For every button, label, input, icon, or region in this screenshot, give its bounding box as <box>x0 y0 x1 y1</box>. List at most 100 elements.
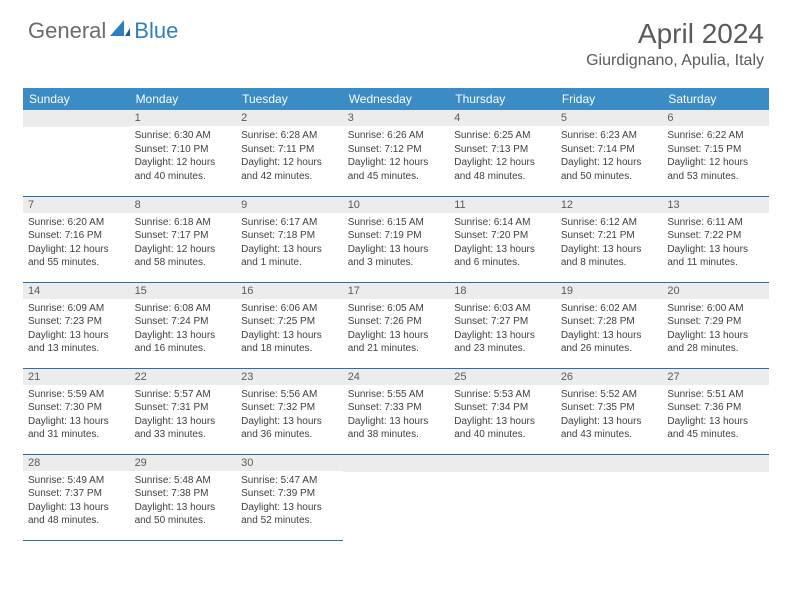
cell-line: Sunrise: 6:05 AM <box>348 302 445 316</box>
cell-body: Sunrise: 6:28 AMSunset: 7:11 PMDaylight:… <box>236 126 343 187</box>
cell-line: Daylight: 13 hours <box>135 415 232 429</box>
calendar-cell: 21Sunrise: 5:59 AMSunset: 7:30 PMDayligh… <box>23 368 130 454</box>
cell-body: Sunrise: 6:00 AMSunset: 7:29 PMDaylight:… <box>662 299 769 360</box>
calendar-head: SundayMondayTuesdayWednesdayThursdayFrid… <box>23 88 769 110</box>
day-header: Thursday <box>449 88 556 110</box>
calendar-body: 1Sunrise: 6:30 AMSunset: 7:10 PMDaylight… <box>23 110 769 540</box>
cell-line: Sunset: 7:39 PM <box>241 487 338 501</box>
cell-line: and 33 minutes. <box>135 428 232 442</box>
calendar-cell: 15Sunrise: 6:08 AMSunset: 7:24 PMDayligh… <box>130 282 237 368</box>
month-title: April 2024 <box>586 18 764 50</box>
logo-text-general: General <box>28 18 106 44</box>
day-number <box>23 110 130 127</box>
cell-line: Daylight: 13 hours <box>561 329 658 343</box>
calendar-cell: 30Sunrise: 5:47 AMSunset: 7:39 PMDayligh… <box>236 454 343 540</box>
cell-line: Sunrise: 6:06 AM <box>241 302 338 316</box>
cell-line: and 55 minutes. <box>28 256 125 270</box>
cell-line: Sunset: 7:17 PM <box>135 229 232 243</box>
cell-body: Sunrise: 6:17 AMSunset: 7:18 PMDaylight:… <box>236 213 343 274</box>
cell-body: Sunrise: 5:52 AMSunset: 7:35 PMDaylight:… <box>556 385 663 446</box>
day-number: 30 <box>236 455 343 471</box>
calendar-cell: 2Sunrise: 6:28 AMSunset: 7:11 PMDaylight… <box>236 110 343 196</box>
cell-body: Sunrise: 6:26 AMSunset: 7:12 PMDaylight:… <box>343 126 450 187</box>
day-number: 1 <box>130 110 237 126</box>
cell-line: Daylight: 13 hours <box>667 243 764 257</box>
cell-line: Sunrise: 5:56 AM <box>241 388 338 402</box>
logo-text-blue: Blue <box>134 18 178 44</box>
calendar-cell: 27Sunrise: 5:51 AMSunset: 7:36 PMDayligh… <box>662 368 769 454</box>
cell-line: Sunset: 7:21 PM <box>561 229 658 243</box>
cell-line: Sunset: 7:19 PM <box>348 229 445 243</box>
day-number: 13 <box>662 197 769 213</box>
cell-line: Sunrise: 6:17 AM <box>241 216 338 230</box>
cell-line: Sunrise: 5:48 AM <box>135 474 232 488</box>
cell-line: Daylight: 13 hours <box>348 243 445 257</box>
day-number: 18 <box>449 283 556 299</box>
calendar-cell: 4Sunrise: 6:25 AMSunset: 7:13 PMDaylight… <box>449 110 556 196</box>
cell-line: Sunset: 7:32 PM <box>241 401 338 415</box>
cell-line: Sunset: 7:22 PM <box>667 229 764 243</box>
cell-line: Sunrise: 6:08 AM <box>135 302 232 316</box>
day-number: 16 <box>236 283 343 299</box>
cell-body: Sunrise: 5:47 AMSunset: 7:39 PMDaylight:… <box>236 471 343 532</box>
cell-line: Daylight: 13 hours <box>241 415 338 429</box>
calendar-week: 1Sunrise: 6:30 AMSunset: 7:10 PMDaylight… <box>23 110 769 196</box>
cell-line: Sunset: 7:38 PM <box>135 487 232 501</box>
day-number: 24 <box>343 369 450 385</box>
day-number: 25 <box>449 369 556 385</box>
calendar-cell: 28Sunrise: 5:49 AMSunset: 7:37 PMDayligh… <box>23 454 130 540</box>
calendar-cell: 26Sunrise: 5:52 AMSunset: 7:35 PMDayligh… <box>556 368 663 454</box>
calendar-cell: 17Sunrise: 6:05 AMSunset: 7:26 PMDayligh… <box>343 282 450 368</box>
cell-line: and 23 minutes. <box>454 342 551 356</box>
cell-line: Sunset: 7:15 PM <box>667 143 764 157</box>
calendar-cell: 12Sunrise: 6:12 AMSunset: 7:21 PMDayligh… <box>556 196 663 282</box>
cell-line: Daylight: 12 hours <box>454 156 551 170</box>
calendar-cell: 8Sunrise: 6:18 AMSunset: 7:17 PMDaylight… <box>130 196 237 282</box>
logo-sail-icon <box>110 20 130 43</box>
cell-body: Sunrise: 6:15 AMSunset: 7:19 PMDaylight:… <box>343 213 450 274</box>
day-number: 26 <box>556 369 663 385</box>
location: Giurdignano, Apulia, Italy <box>586 52 764 70</box>
day-number: 2 <box>236 110 343 126</box>
cell-line: Daylight: 13 hours <box>454 243 551 257</box>
cell-line: Daylight: 12 hours <box>241 156 338 170</box>
calendar-cell <box>343 454 450 540</box>
cell-line: Daylight: 12 hours <box>348 156 445 170</box>
calendar-cell: 23Sunrise: 5:56 AMSunset: 7:32 PMDayligh… <box>236 368 343 454</box>
cell-line: Daylight: 13 hours <box>241 501 338 515</box>
day-number: 17 <box>343 283 450 299</box>
cell-body: Sunrise: 5:57 AMSunset: 7:31 PMDaylight:… <box>130 385 237 446</box>
calendar-week: 7Sunrise: 6:20 AMSunset: 7:16 PMDaylight… <box>23 196 769 282</box>
cell-line: and 16 minutes. <box>135 342 232 356</box>
day-header: Tuesday <box>236 88 343 110</box>
day-number <box>556 455 663 472</box>
cell-line: and 58 minutes. <box>135 256 232 270</box>
day-header-row: SundayMondayTuesdayWednesdayThursdayFrid… <box>23 88 769 110</box>
cell-line: and 31 minutes. <box>28 428 125 442</box>
day-number <box>662 455 769 472</box>
cell-body: Sunrise: 5:48 AMSunset: 7:38 PMDaylight:… <box>130 471 237 532</box>
header: General Blue April 2024 Giurdignano, Apu… <box>0 0 792 78</box>
day-header: Friday <box>556 88 663 110</box>
cell-line: Sunrise: 5:52 AM <box>561 388 658 402</box>
day-number: 14 <box>23 283 130 299</box>
calendar-cell: 7Sunrise: 6:20 AMSunset: 7:16 PMDaylight… <box>23 196 130 282</box>
cell-line: Sunrise: 6:22 AM <box>667 129 764 143</box>
cell-line: Sunrise: 5:47 AM <box>241 474 338 488</box>
cell-body: Sunrise: 5:56 AMSunset: 7:32 PMDaylight:… <box>236 385 343 446</box>
calendar-cell <box>23 110 130 196</box>
day-number <box>343 455 450 472</box>
title-block: April 2024 Giurdignano, Apulia, Italy <box>586 18 764 70</box>
cell-body: Sunrise: 6:25 AMSunset: 7:13 PMDaylight:… <box>449 126 556 187</box>
cell-line: Daylight: 13 hours <box>135 329 232 343</box>
day-number <box>449 455 556 472</box>
calendar-cell: 13Sunrise: 6:11 AMSunset: 7:22 PMDayligh… <box>662 196 769 282</box>
day-number: 22 <box>130 369 237 385</box>
calendar-cell: 18Sunrise: 6:03 AMSunset: 7:27 PMDayligh… <box>449 282 556 368</box>
cell-line: Daylight: 13 hours <box>454 329 551 343</box>
cell-body: Sunrise: 6:05 AMSunset: 7:26 PMDaylight:… <box>343 299 450 360</box>
cell-body: Sunrise: 6:22 AMSunset: 7:15 PMDaylight:… <box>662 126 769 187</box>
cell-line: Sunrise: 6:14 AM <box>454 216 551 230</box>
calendar-cell: 19Sunrise: 6:02 AMSunset: 7:28 PMDayligh… <box>556 282 663 368</box>
cell-line: and 42 minutes. <box>241 170 338 184</box>
